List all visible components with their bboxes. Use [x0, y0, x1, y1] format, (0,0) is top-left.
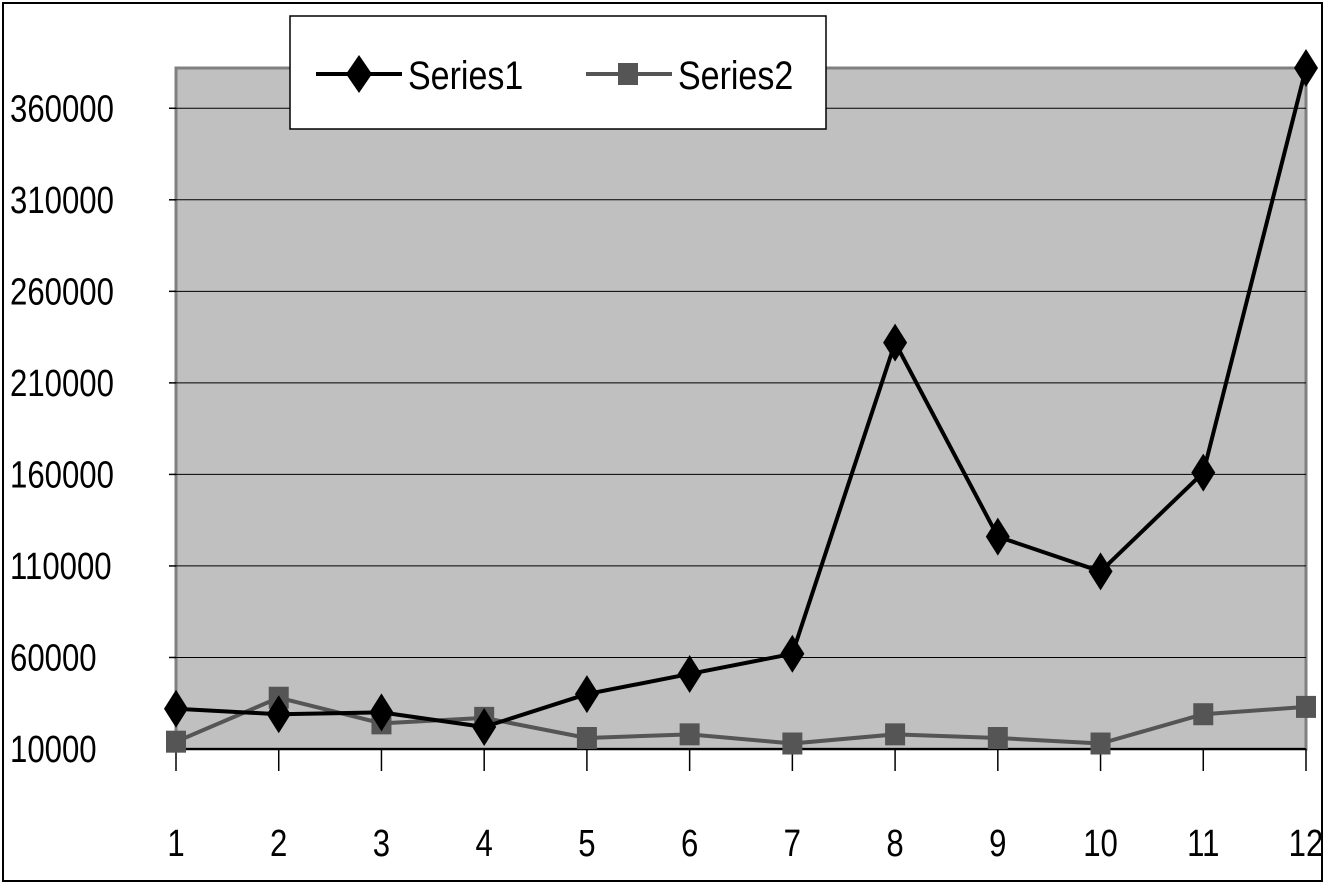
y-tick-label: 210000	[10, 363, 114, 405]
series-2-point-10	[1091, 733, 1111, 755]
axes	[176, 749, 1306, 771]
x-tick-label: 7	[784, 823, 801, 865]
y-tick-label: 160000	[10, 455, 114, 497]
y-tick-label: 360000	[10, 88, 114, 130]
x-tick-label: 12	[1289, 823, 1324, 865]
x-tick-label: 4	[476, 823, 493, 865]
x-tick-label: 10	[1083, 823, 1118, 865]
series-2-point-5	[577, 727, 597, 749]
legend: Series1 Series2	[290, 16, 826, 129]
x-axis-tick-labels: 1 2 3 4 5 6 7 8 9 10 11 12	[167, 823, 1323, 865]
series-2-point-6	[680, 723, 700, 745]
x-tick-label: 5	[578, 823, 595, 865]
x-tick-label: 2	[270, 823, 287, 865]
plot-area	[176, 68, 1306, 749]
series-2-point-11	[1193, 703, 1213, 725]
legend-series1-label: Series1	[408, 52, 523, 97]
x-tick-label: 3	[373, 823, 390, 865]
y-tick-label: 260000	[10, 272, 114, 314]
x-tick-label: 9	[989, 823, 1006, 865]
series-2-point-7	[782, 733, 802, 755]
legend-series2-label: Series2	[678, 52, 793, 97]
series-2-point-9	[988, 727, 1008, 749]
x-tick-label: 6	[681, 823, 698, 865]
y-tick-label: 60000	[10, 638, 97, 680]
y-tick-label: 10000	[10, 729, 97, 771]
series-2-point-1	[166, 731, 186, 753]
y-axis-tick-labels: 10000 60000 110000 160000 210000 260000 310000…	[10, 88, 114, 770]
series-2-point-8	[885, 723, 905, 745]
legend-series2-square-icon	[618, 63, 638, 85]
x-tick-label: 11	[1187, 823, 1219, 865]
x-tick-label: 1	[167, 823, 184, 865]
series-2-point-12	[1296, 696, 1316, 718]
y-tick-label: 110000	[10, 546, 112, 588]
y-tick-label: 310000	[10, 180, 114, 222]
line-chart: 10000 60000 110000 160000 210000 260000 310000…	[4, 4, 1325, 884]
x-tick-label: 8	[886, 823, 903, 865]
